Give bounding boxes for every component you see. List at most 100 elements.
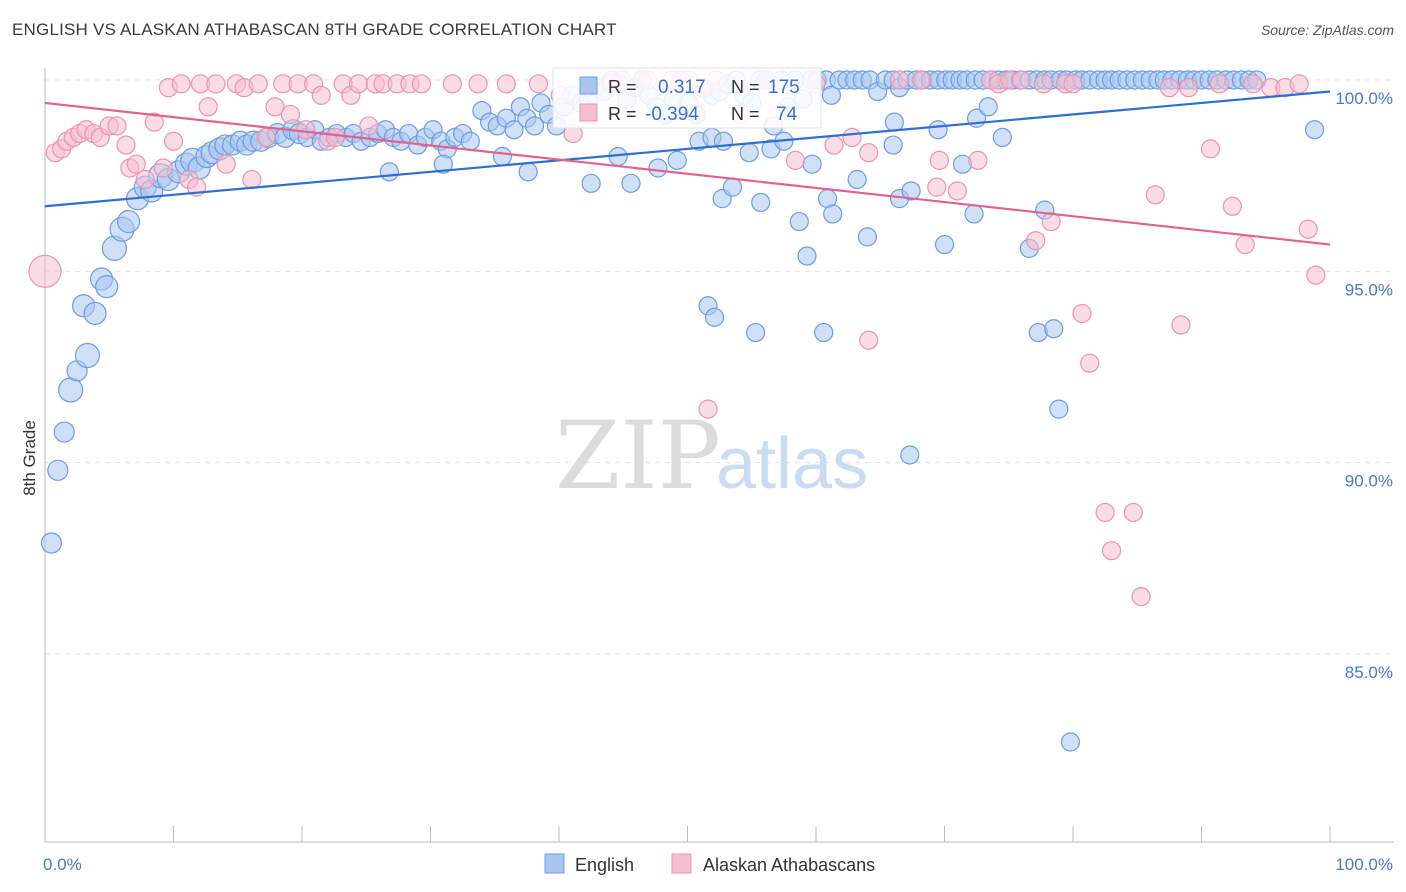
data-point [1033,74,1054,94]
data-point [859,330,879,350]
data-point [135,169,155,190]
data-point [900,445,920,465]
data-point [74,342,101,369]
data-point [927,177,947,197]
data-point [504,120,524,140]
data-point [722,177,743,197]
data-point [1159,78,1179,98]
english-swatch [579,76,598,95]
data-point [325,127,346,147]
data-point [411,74,432,94]
data-point [789,211,809,232]
data-point [153,158,173,178]
data-point [1123,502,1143,523]
data-point [704,307,725,327]
data-point [824,135,844,155]
y-tick-label: 95.0% [1345,280,1393,299]
x-tick-label: 100.0% [1335,855,1393,874]
data-point [964,204,984,224]
data-point [198,97,218,117]
data-point [847,169,867,190]
data-point [857,227,878,247]
data-point [296,120,316,140]
data-point [116,135,136,155]
data-point [58,377,84,403]
data-point [359,116,379,136]
data-point [348,74,369,94]
data-point [163,131,184,151]
data-point [934,234,955,255]
data-point [928,120,948,140]
data-point [884,112,904,132]
data-point [256,127,276,147]
data-point [524,116,545,136]
data-point [911,70,931,90]
data-point [144,112,164,132]
english-r-value: 0.317 [658,77,706,98]
english-r-label: R = [608,77,637,97]
athabascan-r-label: R = [608,104,637,124]
data-point [581,173,601,193]
data-point [40,532,63,554]
data-point [842,127,862,147]
data-point [47,459,69,481]
legend-english-swatch [544,853,565,874]
data-point [1011,70,1032,90]
x-tick-label: 0.0% [43,855,82,874]
data-point [785,150,806,170]
data-point [1298,219,1318,239]
athabascan-r-value: -0.394 [645,104,699,125]
data-point [433,154,453,174]
english-n-label: N = [731,77,760,97]
data-point [1131,586,1151,607]
data-point [992,127,1012,147]
legend-athabascan-swatch [671,853,692,874]
y-tick-labels: 100.0% 95.0% 90.0% 85.0% [1335,89,1393,682]
data-point [379,162,399,182]
chart-title: ENGLISH VS ALASKAN ATHABASCAN 8TH GRADE … [12,20,617,39]
data-point [216,154,236,174]
data-point [1044,319,1064,339]
y-tick-label: 85.0% [1345,663,1393,682]
data-point [947,181,967,201]
data-point [978,97,998,117]
athabascan-swatch [579,103,598,122]
y-tick-label: 100.0% [1335,89,1393,108]
grid-lines [45,79,1390,655]
data-point [311,85,331,105]
data-point [1072,303,1092,324]
data-point [1080,353,1100,373]
data-point [1306,265,1326,285]
data-point [883,135,903,155]
data-point [1026,231,1046,251]
athabascan-n-value: 74 [776,104,798,125]
data-point [667,150,687,170]
data-point [460,131,480,151]
data-point [1289,74,1309,94]
data-point [1063,74,1083,94]
english-trend-line [44,90,1331,208]
data-point [1209,74,1230,94]
data-point [171,74,191,94]
data-point [53,421,75,443]
data-point [739,143,759,163]
data-point [492,146,513,167]
data-point [859,143,879,163]
data-point [442,74,462,94]
data-point [1200,139,1221,159]
data-point [95,275,119,299]
data-point [1049,399,1069,419]
data-point [802,154,822,174]
source-label: Source: ZipAtlas.com [1260,22,1394,38]
data-point [1145,185,1165,205]
data-point [206,74,226,94]
data-point [1095,502,1115,523]
data-point [496,74,516,94]
data-point [821,85,842,105]
y-tick-label: 90.0% [1345,472,1393,491]
data-point [280,104,301,125]
data-point [107,116,127,136]
data-point [814,322,834,343]
watermark: ZIP atlas [555,402,868,511]
